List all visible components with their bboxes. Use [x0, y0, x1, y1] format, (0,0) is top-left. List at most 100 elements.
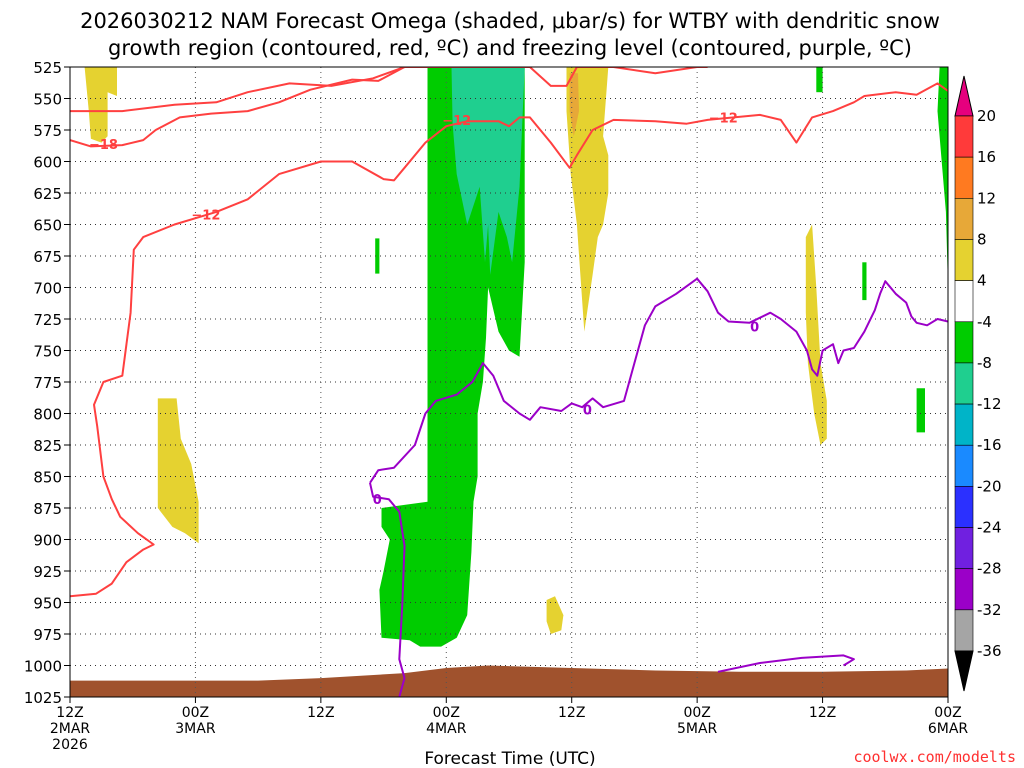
y-tick-label: 675	[33, 248, 62, 266]
y-tick-label: 925	[33, 563, 62, 581]
y-tick-label: 1000	[24, 658, 62, 676]
y-tick-label: 775	[33, 374, 62, 392]
y-tick-label: 625	[33, 185, 62, 203]
omega-region-rising-moderate	[451, 67, 525, 275]
x-tick-label: 00Z	[182, 705, 209, 721]
contour-dgz-minus-18	[70, 67, 405, 148]
colorbar-label: -12	[977, 395, 1002, 413]
x-tick-label: 2026	[52, 737, 88, 753]
y-tick-label: 850	[33, 469, 62, 487]
colorbar-label: 16	[977, 148, 996, 166]
y-tick-label: 650	[33, 217, 62, 235]
colorbar-label: 4	[977, 272, 987, 290]
y-tick-label: 900	[33, 532, 62, 550]
y-tick-label: 950	[33, 595, 62, 613]
x-tick-label: 12Z	[56, 705, 83, 721]
y-tick-label: 550	[33, 91, 62, 109]
omega-colorbar: 20 16 12 8 4 -4 -8 -12 -16 -20 -24 -28 -32 -36	[954, 75, 1002, 692]
x-tick-label: 12Z	[307, 705, 334, 721]
colorbar-label: 8	[977, 230, 987, 248]
y-tick-label: 875	[33, 500, 62, 518]
omega-region-sinking-3-core	[569, 73, 579, 137]
omega-region-rising-small-4	[862, 262, 867, 301]
colorbar-swatch	[954, 115, 974, 158]
contour-lines	[70, 67, 948, 697]
colorbar-bottom-arrow	[954, 650, 974, 692]
colorbar-swatch	[954, 362, 974, 405]
y-tick-label: 825	[33, 437, 62, 455]
contour-dgz-minus-12-upper	[70, 67, 708, 113]
contour-freezing-level-lower	[369, 482, 406, 697]
colorbar-swatch	[954, 568, 974, 611]
x-tick-label: 4MAR	[426, 721, 467, 737]
colorbar-swatch	[954, 403, 974, 446]
omega-region-rising-small-1	[375, 238, 380, 274]
x-tick-label: 00Z	[934, 705, 961, 721]
contour-freezing-level-surface	[717, 654, 855, 673]
x-tick-label: 6MAR	[928, 721, 969, 737]
grid-lines	[70, 67, 948, 697]
contour-dgz-minus-12-lower	[70, 82, 948, 598]
omega-shading	[84, 67, 948, 647]
colorbar-label: -20	[977, 477, 1002, 495]
omega-region-rising-small-2	[916, 388, 925, 433]
omega-region-sinking-1	[84, 67, 117, 143]
y-tick-label: 800	[33, 406, 62, 424]
chart-title-line-2: growth region (contoured, red, ºC) and f…	[108, 36, 912, 60]
y-tick-label: 1025	[24, 689, 62, 707]
colorbar-top-arrow	[954, 75, 974, 117]
x-axis-label: Forecast Time (UTC)	[424, 749, 595, 768]
colorbar-swatch	[954, 444, 974, 487]
x-tick-label: 12Z	[558, 705, 585, 721]
omega-region-rising-small-3	[816, 67, 823, 93]
x-tick-label: 2MAR	[50, 721, 91, 737]
contour-label: −12	[709, 111, 738, 126]
contour-label: −12	[191, 208, 220, 223]
colorbar-swatch	[954, 156, 974, 199]
colorbar-label: -32	[977, 601, 1002, 619]
colorbar-label: -8	[977, 354, 992, 372]
y-tick-label: 750	[33, 343, 62, 361]
contour-label: 0	[373, 493, 382, 508]
colorbar-label: -4	[977, 313, 992, 331]
contour-label: 0	[583, 404, 592, 419]
y-axis-ticks: 525 550 575 600 625 650 675 700 725 750 775 800 825 8…	[24, 59, 70, 707]
colorbar-label: -28	[977, 560, 1002, 578]
y-tick-label: 525	[33, 59, 62, 77]
colorbar-label: -24	[977, 519, 1002, 537]
y-tick-label: 575	[33, 122, 62, 140]
omega-region-sinking-2	[157, 398, 199, 544]
terrain-fill	[70, 665, 948, 697]
colorbar-label: -36	[977, 642, 1002, 660]
colorbar-swatch	[954, 280, 974, 323]
y-tick-label: 600	[33, 154, 62, 172]
contour-label: −18	[89, 138, 118, 153]
chart-title-line-1: 2026030212 NAM Forecast Omega (shaded, μ…	[80, 9, 940, 33]
colorbar-swatch	[954, 239, 974, 281]
x-tick-label: 00Z	[683, 705, 710, 721]
y-tick-label: 975	[33, 626, 62, 644]
y-tick-label: 725	[33, 311, 62, 329]
omega-region-sinking-5	[805, 224, 827, 445]
contour-freezing-level-upper	[369, 277, 948, 484]
colorbar-label: -16	[977, 436, 1002, 454]
contour-label: −12	[442, 114, 471, 129]
contour-label: 0	[750, 321, 759, 336]
colorbar-swatch	[954, 527, 974, 569]
y-tick-label: 700	[33, 280, 62, 298]
colorbar-swatch	[954, 321, 974, 364]
terrain-layer	[70, 665, 948, 697]
site-credit: coolwx.com/modelts	[853, 748, 1016, 766]
contour-labels: −18 −12 −12 −12 0 0 0	[89, 111, 759, 508]
omega-region-sinking-3	[566, 67, 609, 332]
colorbar-label: 20	[977, 107, 996, 125]
x-tick-label: 3MAR	[175, 721, 216, 737]
colorbar-label: 12	[977, 189, 996, 207]
colorbar-swatch	[954, 198, 974, 240]
x-tick-label: 5MAR	[677, 721, 718, 737]
omega-region-sinking-4	[546, 596, 564, 634]
colorbar-swatch	[954, 609, 974, 652]
omega-region-rising-right-edge	[937, 67, 948, 288]
